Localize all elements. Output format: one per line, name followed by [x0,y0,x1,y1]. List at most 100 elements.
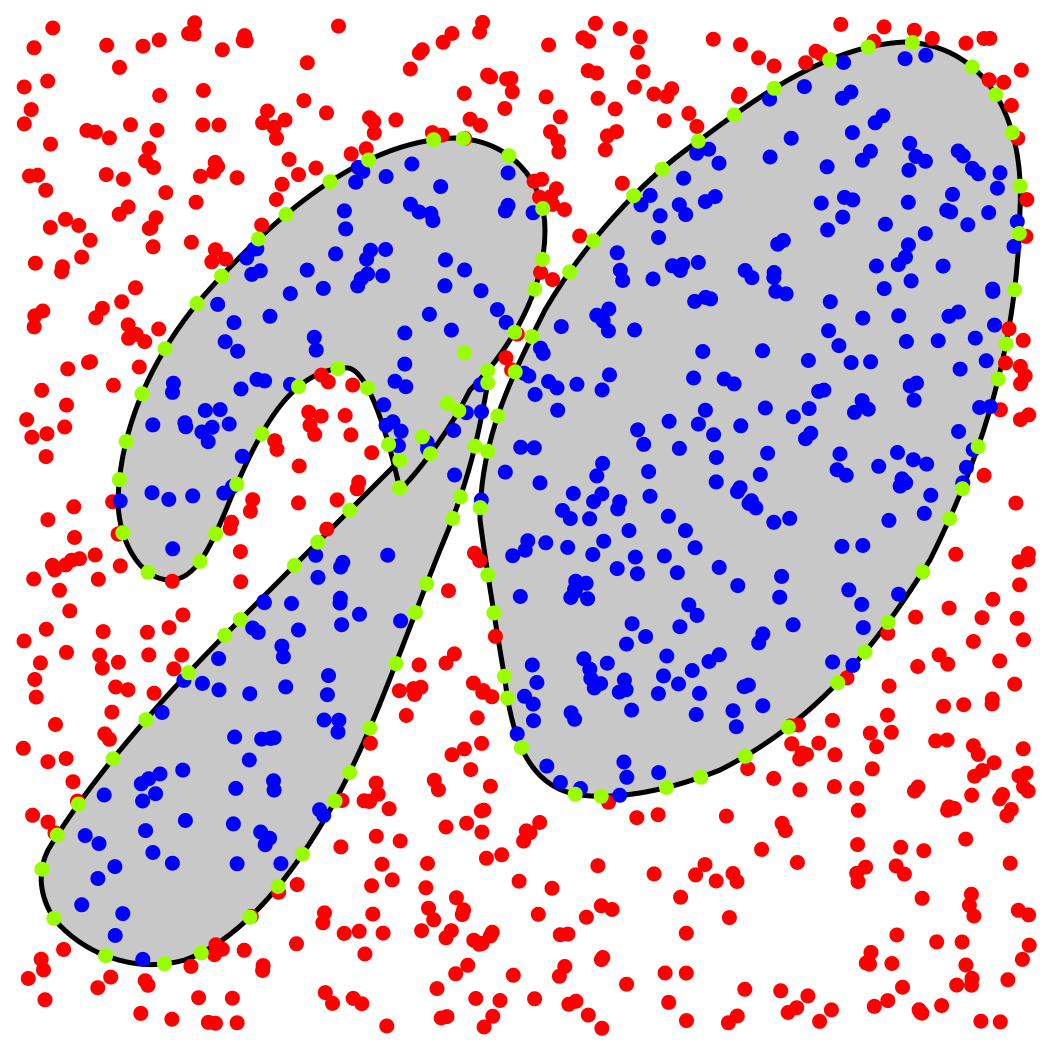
boundary-point [156,956,172,972]
outside-point [204,254,220,270]
inside-point [834,538,850,554]
outside-point [320,374,336,390]
outside-point [27,672,43,687]
inside-point [291,622,306,638]
inside-point [890,445,905,460]
inside-point [762,149,778,165]
outside-point [26,319,42,335]
boundary-point [278,207,294,222]
outside-point [862,725,878,741]
outside-point [384,872,400,888]
inside-point [338,221,354,237]
inside-point [684,663,700,678]
inside-point [350,278,366,294]
outside-point [560,926,576,942]
inside-point [774,568,790,584]
inside-point [906,392,922,408]
boundary-point [414,429,430,445]
outside-point [1012,412,1028,428]
outside-point [135,38,151,54]
outside-point [103,969,119,985]
inside-point [217,334,233,350]
outside-point [16,79,32,95]
inside-point [728,719,744,735]
outside-point [152,88,168,103]
inside-point [972,400,988,415]
inside-point [446,423,462,438]
inside-point [517,542,533,558]
outside-point [941,600,957,616]
inside-point [397,325,413,341]
inside-point [732,480,748,496]
outside-point [572,228,588,244]
inside-point [532,475,548,491]
outside-point [1008,495,1024,511]
outside-point [110,654,126,670]
inside-point [278,679,294,695]
outside-point [543,189,558,205]
boundary-point [98,948,114,964]
outside-point [773,983,789,999]
inside-point [740,677,756,693]
inside-point [164,855,180,871]
outside-point [166,661,182,677]
outside-point [128,280,143,296]
outside-point [910,659,926,674]
boundary-point [70,796,86,812]
boundary-point [192,553,208,569]
outside-point [214,941,230,957]
outside-point [319,105,334,121]
outside-point [954,934,970,950]
inside-point [135,793,151,809]
outside-point [1019,192,1035,208]
inside-point [229,856,245,872]
outside-point [391,683,407,699]
boundary-point [362,720,378,736]
boundary-point [342,502,358,518]
outside-point [233,574,249,590]
outside-point [224,514,239,530]
inside-point [985,284,1001,299]
inside-point [242,686,258,702]
boundary-point [915,564,931,580]
inside-point [766,265,782,280]
outside-point [1002,855,1018,871]
inside-point [659,648,675,664]
outside-point [604,902,620,917]
inside-point [661,413,677,429]
outside-point [659,88,675,104]
inside-point [692,685,707,701]
outside-point [552,109,568,125]
outside-point [679,1013,694,1029]
boundary-point [46,910,62,926]
outside-point [948,546,964,562]
inside-point [380,547,396,563]
outside-point [307,426,323,442]
outside-point [869,739,885,755]
outside-point [1020,552,1036,568]
outside-point [973,1013,989,1029]
boundary-point [242,909,258,925]
inside-point [517,688,532,704]
boundary-point [562,264,578,280]
outside-point [530,906,546,922]
inside-point [595,313,611,329]
outside-point [721,910,737,926]
outside-point [357,946,373,962]
inside-point [898,334,914,349]
inside-point [148,786,164,802]
inside-point [352,606,367,622]
inside-point [234,448,250,464]
outside-point [485,1008,501,1024]
outside-point [893,839,909,855]
boundary-point [467,438,483,454]
outside-point [345,990,361,1006]
inside-point [835,209,851,225]
outside-point [688,867,704,883]
outside-point [111,206,127,222]
outside-point [538,89,554,105]
inside-point [161,491,177,507]
outside-point [934,998,950,1014]
outside-point [438,819,454,835]
